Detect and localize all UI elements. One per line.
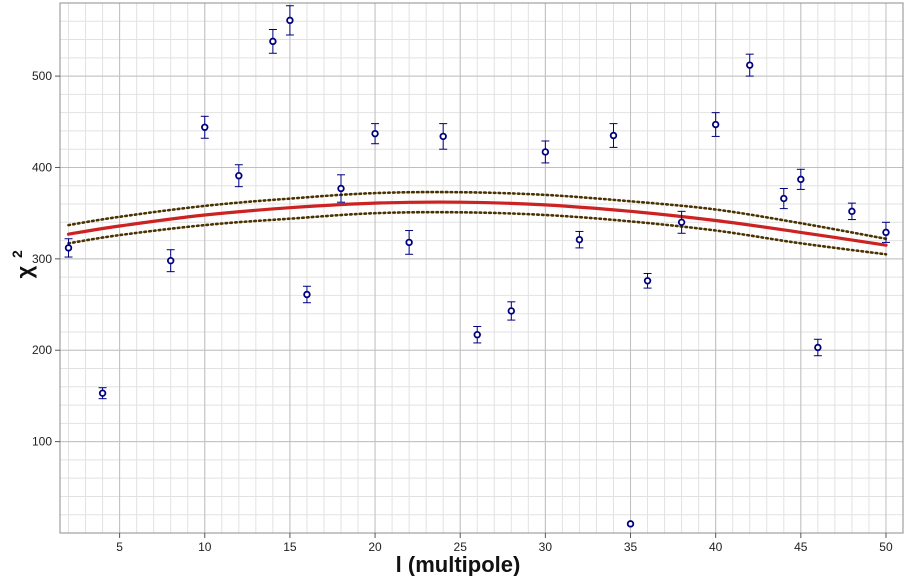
x-tick-label: 30 xyxy=(539,540,553,554)
point-marker xyxy=(814,343,822,352)
point-marker xyxy=(286,16,294,25)
data-point xyxy=(575,230,584,249)
data-point xyxy=(268,29,277,54)
y-tick-label: 500 xyxy=(32,69,52,83)
point-marker xyxy=(677,218,686,227)
data-point xyxy=(302,285,311,304)
plot-background xyxy=(60,3,903,533)
data-point xyxy=(626,520,635,528)
data-point xyxy=(200,115,209,139)
point-marker xyxy=(541,148,550,156)
data-point xyxy=(779,188,788,210)
point-marker xyxy=(643,277,652,285)
point-marker xyxy=(201,123,209,131)
y-tick-label: 200 xyxy=(32,343,52,357)
x-tick-label: 5 xyxy=(116,540,123,554)
y-axis-title: χ xyxy=(12,265,37,278)
data-point xyxy=(609,123,618,148)
point-marker xyxy=(439,132,447,141)
point-marker xyxy=(337,184,345,193)
data-point xyxy=(473,325,482,344)
data-point xyxy=(881,221,890,243)
data-point xyxy=(337,174,345,203)
point-marker xyxy=(626,520,635,528)
data-point xyxy=(796,168,805,190)
data-point xyxy=(507,301,516,321)
data-point xyxy=(643,272,652,289)
data-point xyxy=(541,140,550,164)
y-tick-label: 400 xyxy=(32,160,52,174)
x-tick-label: 25 xyxy=(454,540,468,554)
grid-major xyxy=(60,3,903,533)
point-marker xyxy=(98,389,107,397)
point-marker xyxy=(405,238,413,247)
point-marker xyxy=(473,331,481,339)
x-tick-label: 35 xyxy=(624,540,638,554)
data-point xyxy=(677,210,686,234)
data-point xyxy=(711,112,720,137)
point-marker xyxy=(575,235,584,244)
x-tick-label: 10 xyxy=(198,540,212,554)
y-axis-title-superscript: 2 xyxy=(9,250,25,258)
point-marker xyxy=(746,61,754,69)
x-axis-title: l (multipole) xyxy=(396,552,521,576)
x-tick-label: 40 xyxy=(709,540,723,554)
point-marker xyxy=(235,172,243,180)
point-marker xyxy=(711,120,720,129)
x-axis-ticks: 5 10 15 20 25 30 35 40 45 50 xyxy=(116,533,893,554)
point-marker xyxy=(797,175,805,184)
data-point xyxy=(439,123,448,150)
point-marker xyxy=(371,129,379,138)
data-point xyxy=(166,249,175,273)
x-tick-label: 50 xyxy=(879,540,893,554)
confidence-band-line xyxy=(67,190,888,241)
fit-curve xyxy=(66,200,888,247)
x-tick-label: 20 xyxy=(368,540,382,554)
point-marker xyxy=(166,256,175,265)
point-marker xyxy=(269,37,277,46)
data-point xyxy=(847,202,856,221)
data-point xyxy=(98,387,107,400)
series-layer xyxy=(64,5,890,528)
data-point xyxy=(285,5,294,36)
point-marker xyxy=(507,307,516,315)
data-point xyxy=(813,338,822,357)
data-point xyxy=(745,53,754,77)
plot-border xyxy=(59,2,904,534)
y-axis-title-group: χ 2 xyxy=(9,250,37,278)
point-marker xyxy=(848,207,856,216)
data-point xyxy=(405,230,414,255)
data-point xyxy=(234,164,243,188)
point-marker xyxy=(780,194,788,203)
y-tick-label: 300 xyxy=(32,252,52,266)
confidence-band-line xyxy=(67,210,888,256)
data-point xyxy=(371,123,380,145)
x-tick-label: 45 xyxy=(794,540,808,554)
y-axis-ticks: 100 200 300 400 500 xyxy=(32,69,60,449)
point-marker xyxy=(64,244,73,252)
data-point xyxy=(64,238,73,258)
x-tick-label: 15 xyxy=(283,540,297,554)
y-tick-label: 100 xyxy=(32,435,52,449)
point-marker xyxy=(882,228,890,237)
point-marker xyxy=(609,131,618,140)
point-marker xyxy=(303,290,311,299)
